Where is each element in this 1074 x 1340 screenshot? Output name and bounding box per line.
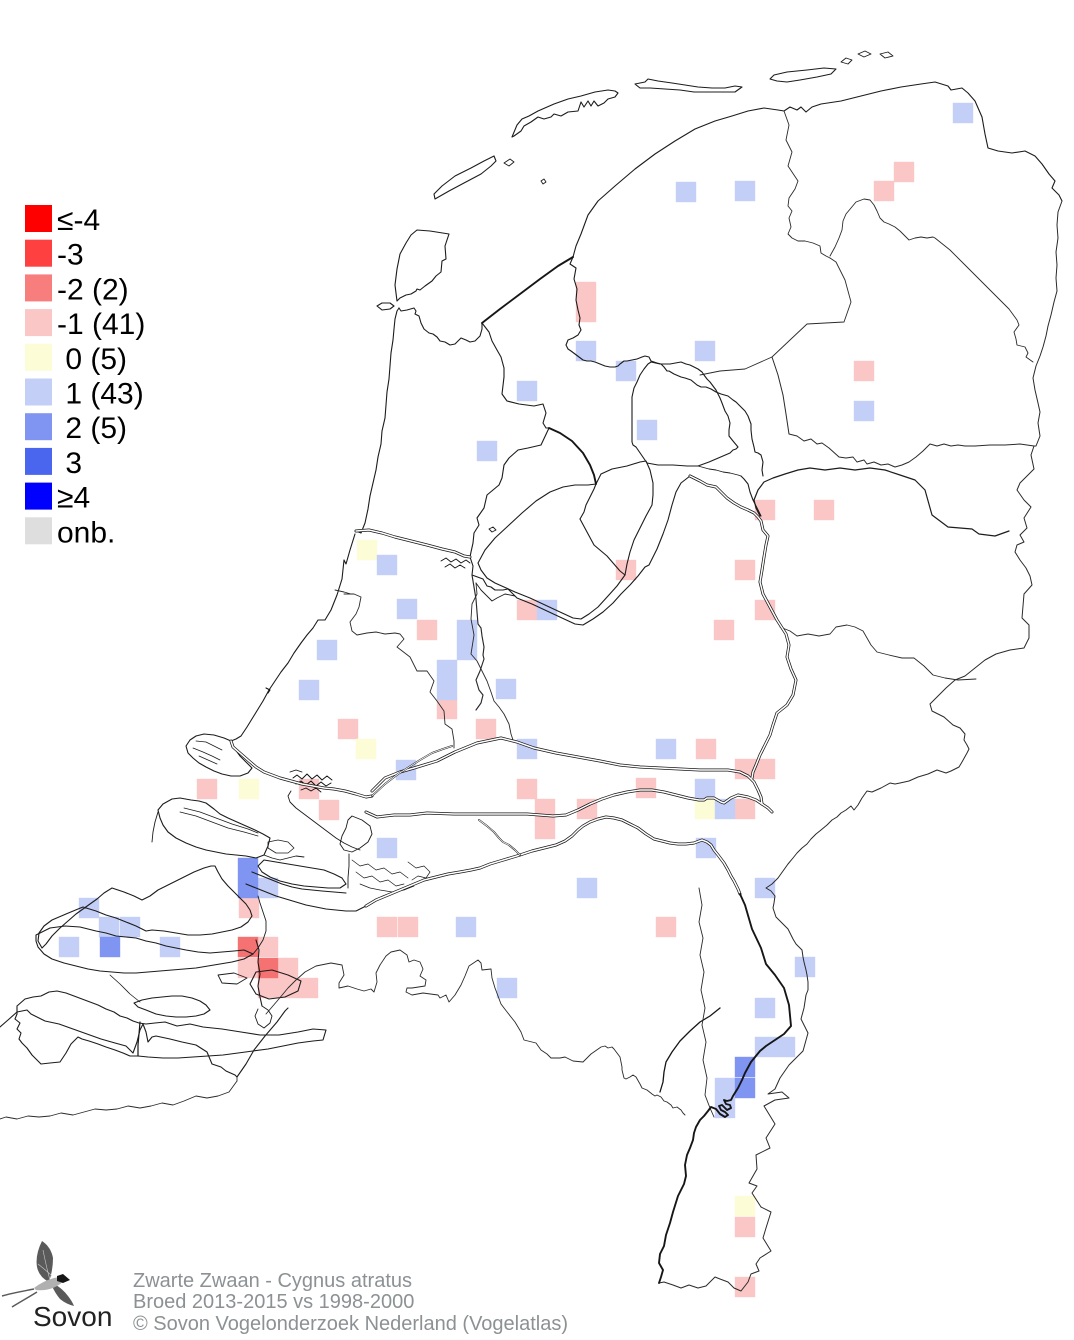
svg-text:Zwarte Zwaan - Cygnus atratus: Zwarte Zwaan - Cygnus atratus <box>133 1270 412 1292</box>
svg-text:-3: -3 <box>57 239 84 272</box>
svg-text:0 (5): 0 (5) <box>57 343 127 376</box>
svg-text:≤-4: ≤-4 <box>57 204 100 237</box>
svg-text:1 (43): 1 (43) <box>57 378 144 411</box>
svg-text:≥4: ≥4 <box>57 482 90 515</box>
svg-text:-2 (2): -2 (2) <box>57 273 129 306</box>
svg-text:2 (5): 2 (5) <box>57 412 127 445</box>
svg-text:-1 (41): -1 (41) <box>57 308 145 341</box>
svg-text:onb.: onb. <box>57 516 115 549</box>
svg-text:© Sovon Vogelonderzoek Nederla: © Sovon Vogelonderzoek Nederland (Vogela… <box>133 1313 568 1335</box>
svg-text:Broed 2013-2015 vs 1998-2000: Broed 2013-2015 vs 1998-2000 <box>133 1291 414 1313</box>
svg-text:3: 3 <box>57 447 82 480</box>
svg-text:Sovon: Sovon <box>33 1301 112 1332</box>
